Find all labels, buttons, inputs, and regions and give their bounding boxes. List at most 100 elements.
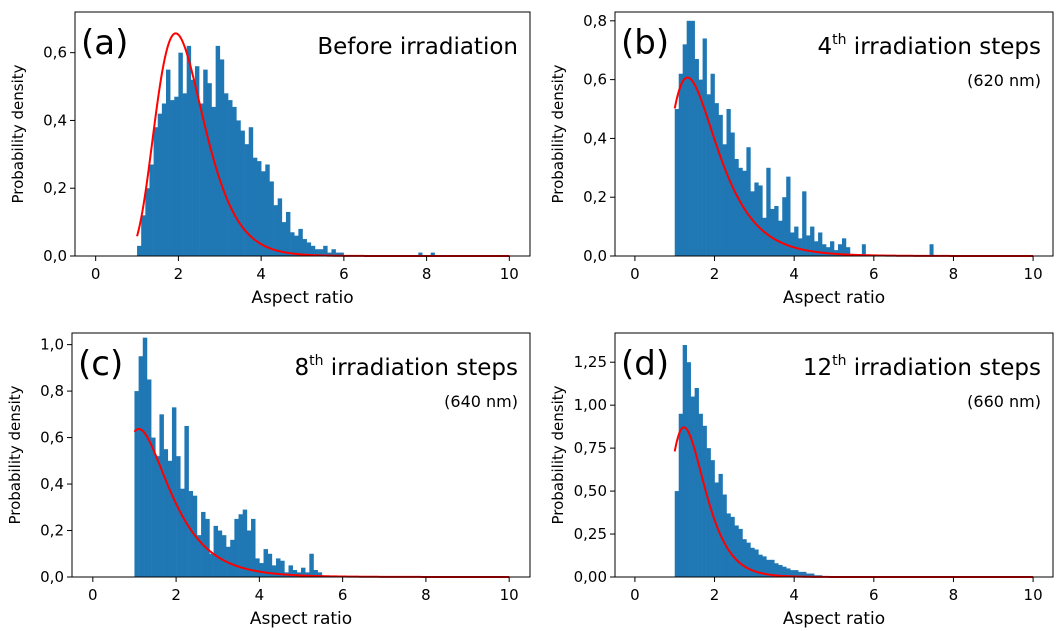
histogram-bar bbox=[770, 559, 775, 577]
x-tick-label: 10 bbox=[1024, 265, 1043, 283]
histogram-bar bbox=[298, 228, 303, 256]
histogram-bar bbox=[758, 554, 763, 577]
histogram-bar bbox=[166, 69, 171, 256]
histogram-bar bbox=[288, 565, 293, 577]
histogram-bar bbox=[276, 558, 281, 577]
x-tick-label: 8 bbox=[949, 586, 959, 604]
y-axis-label: Probability density bbox=[6, 385, 24, 524]
x-tick-label: 6 bbox=[869, 265, 879, 283]
histogram-bar bbox=[798, 571, 803, 577]
histogram-bar bbox=[802, 571, 807, 577]
y-axis-label: Probability density bbox=[549, 385, 567, 524]
histogram-bar bbox=[251, 518, 256, 577]
histogram-bar bbox=[263, 549, 268, 577]
y-tick-label: 1,25 bbox=[574, 353, 607, 371]
histogram-bar bbox=[174, 96, 179, 256]
histogram-bar bbox=[163, 449, 169, 577]
histogram-bar bbox=[786, 568, 791, 577]
histogram-bar bbox=[802, 191, 807, 256]
panel-subtitle: (620 nm) bbox=[967, 71, 1041, 90]
histogram-bar bbox=[217, 530, 223, 577]
histogram-bar bbox=[215, 45, 221, 256]
histogram-bar bbox=[710, 460, 715, 577]
histogram-bar bbox=[232, 106, 237, 256]
panel-title: Before irradiation bbox=[317, 34, 518, 60]
histogram-bar bbox=[305, 572, 310, 577]
histogram-bar bbox=[718, 473, 723, 577]
x-tick-label: 0 bbox=[630, 586, 640, 604]
histogram-bar bbox=[153, 127, 159, 256]
histogram-bar bbox=[331, 249, 336, 256]
histogram-bar bbox=[686, 362, 691, 577]
histogram-bar bbox=[199, 103, 204, 256]
histogram-bar bbox=[702, 425, 707, 577]
histogram-bar bbox=[790, 232, 795, 256]
histogram-bar bbox=[734, 158, 739, 256]
x-tick-label: 10 bbox=[500, 265, 519, 283]
panel-subtitle: (640 nm) bbox=[444, 392, 518, 411]
y-tick-label: 0,4 bbox=[40, 475, 64, 493]
axes-frame bbox=[614, 332, 1054, 578]
histogram-bar bbox=[223, 93, 229, 256]
histogram-bar bbox=[726, 109, 731, 256]
histogram-bar bbox=[694, 59, 699, 256]
histogram-bar bbox=[159, 414, 164, 577]
histogram-bar bbox=[314, 249, 320, 256]
histogram-bar bbox=[190, 79, 196, 256]
histogram-bar bbox=[323, 245, 328, 256]
histogram-bar bbox=[710, 73, 715, 256]
histogram-bar bbox=[746, 542, 751, 577]
histogram-bar bbox=[134, 391, 139, 577]
histogram-bar bbox=[301, 567, 306, 577]
panel-label: (b) bbox=[621, 23, 669, 63]
histogram-bar bbox=[774, 563, 779, 577]
histogram-bar bbox=[137, 245, 142, 256]
title-superscript: th bbox=[832, 353, 846, 369]
chart-panel-c: 0 2 4 6 8 10 0,0 0,2 0,4 0,6 0,8 1,0 Aspect ratio Pro… bbox=[6, 332, 531, 629]
histogram-bar bbox=[690, 396, 695, 577]
histogram-bar bbox=[151, 437, 156, 577]
title-rest: irradiation steps bbox=[324, 355, 519, 381]
histogram-bar bbox=[674, 491, 680, 577]
x-tick-label: 6 bbox=[338, 586, 348, 604]
histogram-bar bbox=[674, 109, 680, 256]
y-tick-label: 0,0 bbox=[43, 247, 67, 265]
title-superscript: th bbox=[309, 353, 323, 369]
histogram-bar bbox=[155, 456, 160, 577]
title-main: 8 bbox=[294, 355, 309, 381]
x-tick-label: 0 bbox=[91, 265, 101, 283]
histogram-bar bbox=[207, 83, 212, 256]
y-axis-label: Probability density bbox=[549, 64, 567, 203]
histogram-bar bbox=[750, 547, 755, 577]
histogram-bar bbox=[782, 197, 787, 256]
axes-frame bbox=[71, 332, 531, 578]
y-tick-label: 0,6 bbox=[40, 429, 64, 447]
axes-frame bbox=[614, 11, 1054, 257]
histogram-bar bbox=[810, 226, 815, 256]
histogram-bar bbox=[841, 238, 847, 256]
histogram-bar bbox=[722, 144, 727, 256]
histogram-bar bbox=[806, 573, 811, 577]
histogram-bar bbox=[178, 52, 183, 256]
histogram-bar bbox=[211, 106, 216, 256]
panel-subtitle: (660 nm) bbox=[967, 392, 1041, 411]
histogram-bar bbox=[228, 100, 233, 256]
histogram-bar bbox=[818, 232, 823, 256]
y-tick-label: 0,2 bbox=[583, 188, 607, 206]
x-tick-label: 2 bbox=[171, 586, 181, 604]
panel-label: (d) bbox=[621, 344, 669, 384]
title-rest: irradiation steps bbox=[847, 34, 1042, 60]
histogram-bar bbox=[418, 252, 423, 256]
histogram-bar bbox=[762, 556, 767, 577]
histogram-bar bbox=[706, 448, 711, 577]
histogram-bar bbox=[280, 560, 285, 577]
x-axis-label: Aspect ratio bbox=[251, 288, 353, 308]
histogram-bar bbox=[718, 114, 723, 256]
chart-panel-b: 0 2 4 6 8 10 0,0 0,2 0,4 0,6 0,8 Aspect ratio Probab… bbox=[549, 11, 1054, 308]
histogram-bar bbox=[734, 525, 739, 577]
histogram-bar bbox=[269, 181, 274, 256]
histogram-bar bbox=[714, 482, 719, 577]
x-tick-label: 8 bbox=[421, 586, 431, 604]
x-axis-label: Aspect ratio bbox=[250, 609, 352, 629]
